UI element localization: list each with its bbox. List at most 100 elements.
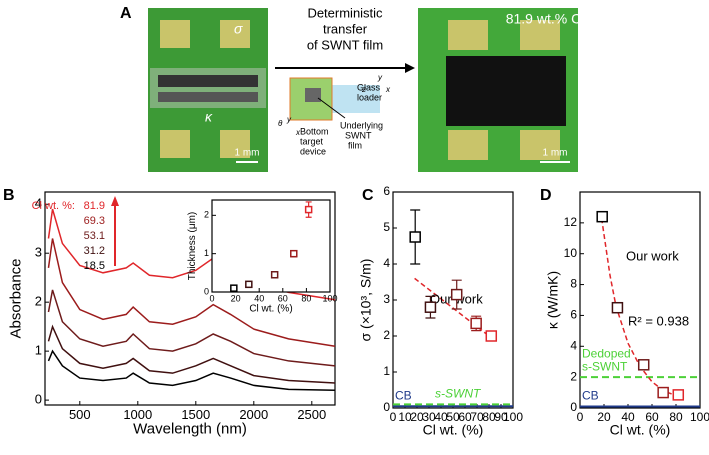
x-tick-label: 80 — [669, 410, 683, 424]
y-tick-label: 8 — [570, 277, 577, 291]
x-tick-label: 60 — [278, 294, 288, 304]
spectrum-line — [47, 238, 336, 347]
pad — [160, 130, 190, 158]
legend-entry: 69.3 — [84, 215, 105, 227]
x-tick-label: 20 — [231, 294, 241, 304]
label: κ — [205, 109, 213, 125]
label: 81.9 wt.% Cl — [506, 11, 585, 27]
y-tick-label: 4 — [570, 338, 577, 352]
y-tick-label: 2 — [35, 294, 42, 309]
y-tick-label: 10 — [564, 246, 578, 260]
x-tick-label: 20 — [597, 410, 611, 424]
x-axis-label: Cl wt. (%) — [249, 304, 292, 315]
y-axis-label: Absorbance — [7, 258, 24, 338]
x-tick-label: 1000 — [123, 407, 152, 422]
legend-entry: 81.9 — [84, 200, 105, 212]
arrow-text: of SWNT film — [307, 37, 383, 52]
marker — [304, 205, 313, 214]
y-tick-label: 4 — [35, 196, 42, 211]
label: SWNT — [345, 130, 372, 140]
x-tick-label: 0 — [209, 294, 214, 304]
marker — [596, 210, 608, 223]
y-tick-label: 2 — [204, 210, 209, 220]
legend-entry: 53.1 — [84, 230, 105, 242]
x-tick-label: 90 — [494, 410, 508, 424]
pad — [448, 130, 488, 160]
panel-label: A — [120, 5, 132, 22]
label: σ — [234, 21, 243, 37]
pad — [520, 130, 560, 160]
x-tick-label: 20 — [410, 410, 424, 424]
y-tick-label: 0 — [383, 400, 390, 414]
x-tick-label: 60 — [458, 410, 472, 424]
arrowhead — [405, 63, 415, 73]
y-tick-label: 1 — [383, 364, 390, 378]
y-tick-label: 6 — [383, 184, 390, 198]
marker — [611, 301, 624, 314]
legend-entry: 18.5 — [84, 260, 105, 272]
reference-label: s-SWNT — [435, 387, 482, 401]
label: target — [300, 136, 324, 146]
x-tick-label: 1500 — [181, 407, 210, 422]
x-tick-label: 100 — [503, 410, 523, 424]
film — [446, 56, 566, 126]
x-tick-label: 80 — [301, 294, 311, 304]
x-axis-label: Cl wt. (%) — [423, 422, 484, 438]
y-tick-label: 1 — [35, 343, 42, 358]
y-tick-label: 4 — [383, 256, 390, 270]
y-tick-label: 3 — [383, 292, 390, 306]
y-tick-label: 5 — [383, 220, 390, 234]
marker — [230, 284, 238, 292]
annotation: R² = 0.938 — [628, 313, 689, 328]
axis-letter: θ — [278, 119, 283, 128]
x-axis-label: Wavelength (nm) — [133, 421, 247, 438]
x-tick-label: 100 — [322, 294, 337, 304]
y-axis-label: σ (×10³, S/m) — [357, 259, 373, 342]
x-tick-label: 2500 — [297, 407, 326, 422]
plot-frame — [44, 191, 336, 406]
x-tick-label: 2000 — [239, 407, 268, 422]
marker — [290, 249, 298, 258]
y-tick-label: 0 — [570, 400, 577, 414]
panel-a — [148, 8, 578, 172]
reference-label: s-SWNT — [582, 359, 628, 373]
arrow-text: transfer — [323, 21, 368, 36]
marker — [657, 386, 669, 399]
marker — [450, 288, 463, 301]
axis-letter: x — [385, 85, 391, 94]
x-tick-label: 70 — [470, 410, 484, 424]
x-tick-label: 80 — [482, 410, 496, 424]
pad — [448, 20, 488, 50]
label: Glass — [357, 82, 381, 92]
x-tick-label: 0 — [577, 410, 584, 424]
y-tick-label: 6 — [570, 308, 577, 322]
label: device — [300, 146, 326, 156]
y-tick-label: 0 — [35, 392, 42, 407]
annotation: Our work — [626, 248, 679, 263]
reference-label: CB — [395, 388, 412, 402]
scale-label: 1 mm — [543, 148, 568, 159]
axis-letter: x — [295, 128, 301, 137]
x-tick-label: 30 — [422, 410, 436, 424]
pad — [160, 20, 190, 48]
y-axis-label: Thickness (μm) — [187, 212, 198, 281]
scale-label: 1 mm — [235, 148, 260, 159]
label: Bottom — [300, 126, 329, 136]
y-tick-label: 1 — [204, 248, 209, 258]
x-tick-label: 40 — [621, 410, 635, 424]
swnt — [305, 88, 321, 102]
panel-a-text: σ κ 1 mm Deterministic transfer of SWNT … — [3, 5, 584, 204]
panel-label: B — [3, 187, 15, 204]
y-tick-label: 0 — [204, 286, 209, 296]
panel-label: C — [362, 187, 374, 204]
x-tick-label: 10 — [398, 410, 412, 424]
axis-letter: y — [377, 73, 383, 82]
x-tick-label: 100 — [690, 410, 709, 424]
film — [158, 75, 258, 87]
spectrum-line — [47, 349, 336, 392]
pad — [220, 130, 250, 158]
label: film — [348, 140, 362, 150]
axis-letter: y — [286, 115, 292, 124]
y-tick-label: 2 — [570, 369, 577, 383]
x-tick-label: 0 — [390, 410, 397, 424]
